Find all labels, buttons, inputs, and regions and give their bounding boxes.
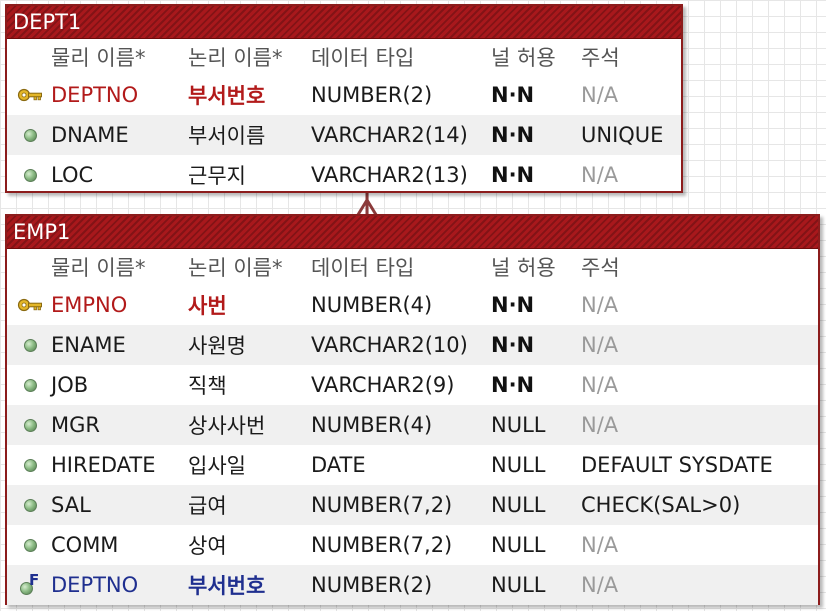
column-row[interactable]: SAL 급여 NUMBER(7,2) NULL CHECK(SAL>0): [7, 485, 818, 525]
column-data-type: VARCHAR2(9): [311, 373, 455, 397]
column-data-type: VARCHAR2(13): [311, 163, 468, 187]
column-physical-name: LOC: [51, 163, 94, 187]
key-icon: [15, 285, 45, 325]
column-physical-name: DEPTNO: [51, 573, 139, 597]
column-row[interactable]: EMPNO 사번 NUMBER(4) N·N N/A: [7, 285, 818, 325]
column-data-type: NUMBER(4): [311, 293, 433, 317]
column-row[interactable]: HIREDATE 입사일 DATE NULL DEFAULT SYSDATE: [7, 445, 818, 485]
column-logical-name: 사번: [188, 294, 227, 318]
column-dot-icon: [15, 445, 45, 485]
entity-title[interactable]: EMP1: [7, 216, 818, 249]
column-row[interactable]: DNAME 부서이름 VARCHAR2(14) N·N UNIQUE: [7, 115, 681, 155]
column-data-type: VARCHAR2(10): [311, 333, 468, 357]
column-logical-name: 부서번호: [188, 574, 266, 598]
column-comment: N/A: [581, 163, 619, 187]
header-physical-name: 물리 이름*: [51, 46, 146, 70]
column-list: DEPTNO 부서번호 NUMBER(2) N·N N/A DNAME 부서이름 VARCHA…: [7, 75, 681, 195]
column-data-type: VARCHAR2(14): [311, 123, 468, 147]
column-nullable: NULL: [491, 493, 546, 517]
column-physical-name: COMM: [51, 533, 119, 557]
column-nullable: N·N: [491, 163, 535, 187]
column-physical-name: DNAME: [51, 123, 129, 147]
column-logical-name: 입사일: [188, 454, 246, 478]
header-comment: 주석: [581, 256, 620, 280]
column-logical-name: 직책: [188, 374, 227, 398]
column-nullable: N·N: [491, 333, 535, 357]
key-icon: [15, 75, 45, 115]
column-logical-name: 사원명: [188, 334, 246, 358]
column-logical-name: 부서이름: [188, 124, 266, 148]
column-comment: N/A: [581, 413, 619, 437]
column-nullable: N·N: [491, 123, 535, 147]
column-physical-name: EMPNO: [51, 293, 128, 317]
column-comment: N/A: [581, 83, 619, 107]
column-nullable: NULL: [491, 573, 546, 597]
column-nullable: N·N: [491, 83, 535, 107]
column-comment: N/A: [581, 293, 619, 317]
column-data-type: NUMBER(2): [311, 83, 433, 107]
column-header-row: 물리 이름* 논리 이름* 데이터 타입 널 허용 주석: [7, 249, 818, 285]
column-comment: CHECK(SAL>0): [581, 493, 741, 517]
column-physical-name: ENAME: [51, 333, 126, 357]
column-row[interactable]: JOB 직책 VARCHAR2(9) N·N N/A: [7, 365, 818, 405]
column-nullable: NULL: [491, 453, 546, 477]
column-row[interactable]: COMM 상여 NUMBER(7,2) NULL N/A: [7, 525, 818, 565]
column-physical-name: MGR: [51, 413, 100, 437]
column-comment: UNIQUE: [581, 123, 664, 147]
column-list: EMPNO 사번 NUMBER(4) N·N N/A ENAME 사원명 VARCHAR2(1…: [7, 285, 818, 605]
entity-dept1[interactable]: DEPT1 물리 이름* 논리 이름* 데이터 타입 널 허용 주석 DEPTN…: [5, 4, 683, 193]
column-data-type: NUMBER(7,2): [311, 533, 453, 557]
header-logical-name: 논리 이름*: [188, 256, 283, 280]
column-row[interactable]: MGR 상사사번 NUMBER(4) NULL N/A: [7, 405, 818, 445]
header-comment: 주석: [581, 46, 620, 70]
column-data-type: DATE: [311, 453, 366, 477]
foreign-key-icon: F: [15, 565, 45, 605]
header-data-type: 데이터 타입: [311, 256, 415, 280]
column-data-type: NUMBER(2): [311, 573, 433, 597]
column-nullable: N·N: [491, 293, 535, 317]
column-logical-name: 근무지: [188, 164, 246, 188]
column-physical-name: SAL: [51, 493, 91, 517]
column-comment: N/A: [581, 573, 619, 597]
column-dot-icon: [15, 405, 45, 445]
column-comment: N/A: [581, 333, 619, 357]
column-dot-icon: [15, 485, 45, 525]
column-logical-name: 상사사번: [188, 414, 266, 438]
column-nullable: NULL: [491, 413, 546, 437]
entity-emp1[interactable]: EMP1 물리 이름* 논리 이름* 데이터 타입 널 허용 주석 EMPNO 사…: [5, 214, 820, 605]
column-header-row: 물리 이름* 논리 이름* 데이터 타입 널 허용 주석: [7, 39, 681, 75]
column-dot-icon: [15, 365, 45, 405]
column-logical-name: 급여: [188, 494, 227, 518]
column-comment: DEFAULT SYSDATE: [581, 453, 773, 477]
column-physical-name: DEPTNO: [51, 83, 139, 107]
column-logical-name: 부서번호: [188, 84, 266, 108]
column-dot-icon: [15, 115, 45, 155]
column-comment: N/A: [581, 373, 619, 397]
column-nullable: N·N: [491, 373, 535, 397]
column-comment: N/A: [581, 533, 619, 557]
entity-title[interactable]: DEPT1: [7, 6, 681, 39]
column-dot-icon: [15, 325, 45, 365]
column-row[interactable]: DEPTNO 부서번호 NUMBER(2) N·N N/A: [7, 75, 681, 115]
column-physical-name: JOB: [51, 373, 89, 397]
column-row[interactable]: ENAME 사원명 VARCHAR2(10) N·N N/A: [7, 325, 818, 365]
header-data-type: 데이터 타입: [311, 46, 415, 70]
column-nullable: NULL: [491, 533, 546, 557]
column-row[interactable]: F DEPTNO 부서번호 NUMBER(2) NULL N/A: [7, 565, 818, 605]
header-physical-name: 물리 이름*: [51, 256, 146, 280]
column-dot-icon: [15, 155, 45, 195]
header-nullable: 널 허용: [491, 46, 556, 70]
header-logical-name: 논리 이름*: [188, 46, 283, 70]
header-nullable: 널 허용: [491, 256, 556, 280]
column-data-type: NUMBER(4): [311, 413, 433, 437]
column-logical-name: 상여: [188, 534, 227, 558]
column-row[interactable]: LOC 근무지 VARCHAR2(13) N·N N/A: [7, 155, 681, 195]
column-data-type: NUMBER(7,2): [311, 493, 453, 517]
column-dot-icon: [15, 525, 45, 565]
column-physical-name: HIREDATE: [51, 453, 156, 477]
